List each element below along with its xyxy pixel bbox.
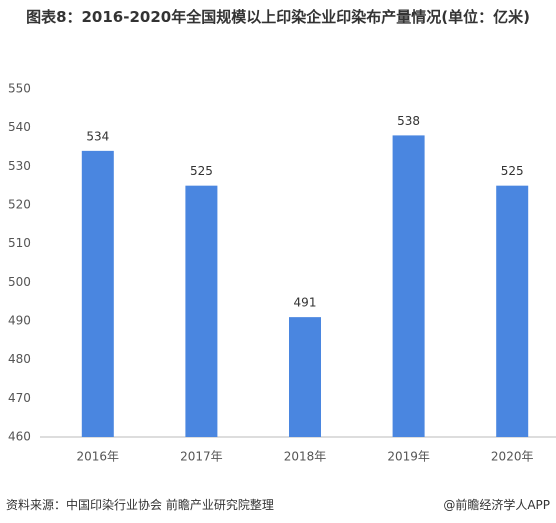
x-tick-label: 2019年 — [387, 450, 430, 464]
y-tick-label: 520 — [8, 198, 31, 212]
data-label: 491 — [294, 296, 317, 310]
bar — [496, 185, 529, 437]
data-label: 525 — [190, 164, 213, 178]
data-label: 534 — [86, 129, 109, 143]
source-note: 资料来源：中国印染行业协会 前瞻产业研究院整理 — [6, 498, 274, 512]
data-label: 538 — [397, 114, 420, 128]
x-tick-label: 2017年 — [180, 450, 223, 464]
y-tick-label: 530 — [8, 159, 31, 173]
bar — [289, 317, 321, 437]
x-tick-label: 2016年 — [77, 450, 120, 464]
x-tick-label: 2018年 — [284, 450, 327, 464]
chart-title: 图表8：2016-2020年全国规模以上印染企业印染布产量情况(单位：亿米) — [26, 8, 530, 26]
y-tick-label: 490 — [8, 314, 31, 328]
y-tick-label: 500 — [8, 275, 31, 289]
y-tick-label: 460 — [8, 430, 31, 444]
chart: 460 470 480 490 500 510 520 530 540 550 2016年 534 20… — [8, 82, 556, 464]
y-tick-label: 510 — [8, 236, 31, 250]
y-tick-label: 470 — [8, 391, 31, 405]
y-tick-label: 540 — [8, 120, 31, 134]
data-label: 525 — [501, 164, 524, 178]
y-tick-label: 550 — [8, 82, 31, 96]
bar — [392, 135, 425, 437]
credit: @前瞻经济学人APP — [443, 498, 550, 512]
bar — [81, 150, 114, 437]
bar — [185, 185, 218, 437]
x-tick-label: 2020年 — [491, 450, 534, 464]
y-tick-label: 480 — [8, 352, 31, 366]
